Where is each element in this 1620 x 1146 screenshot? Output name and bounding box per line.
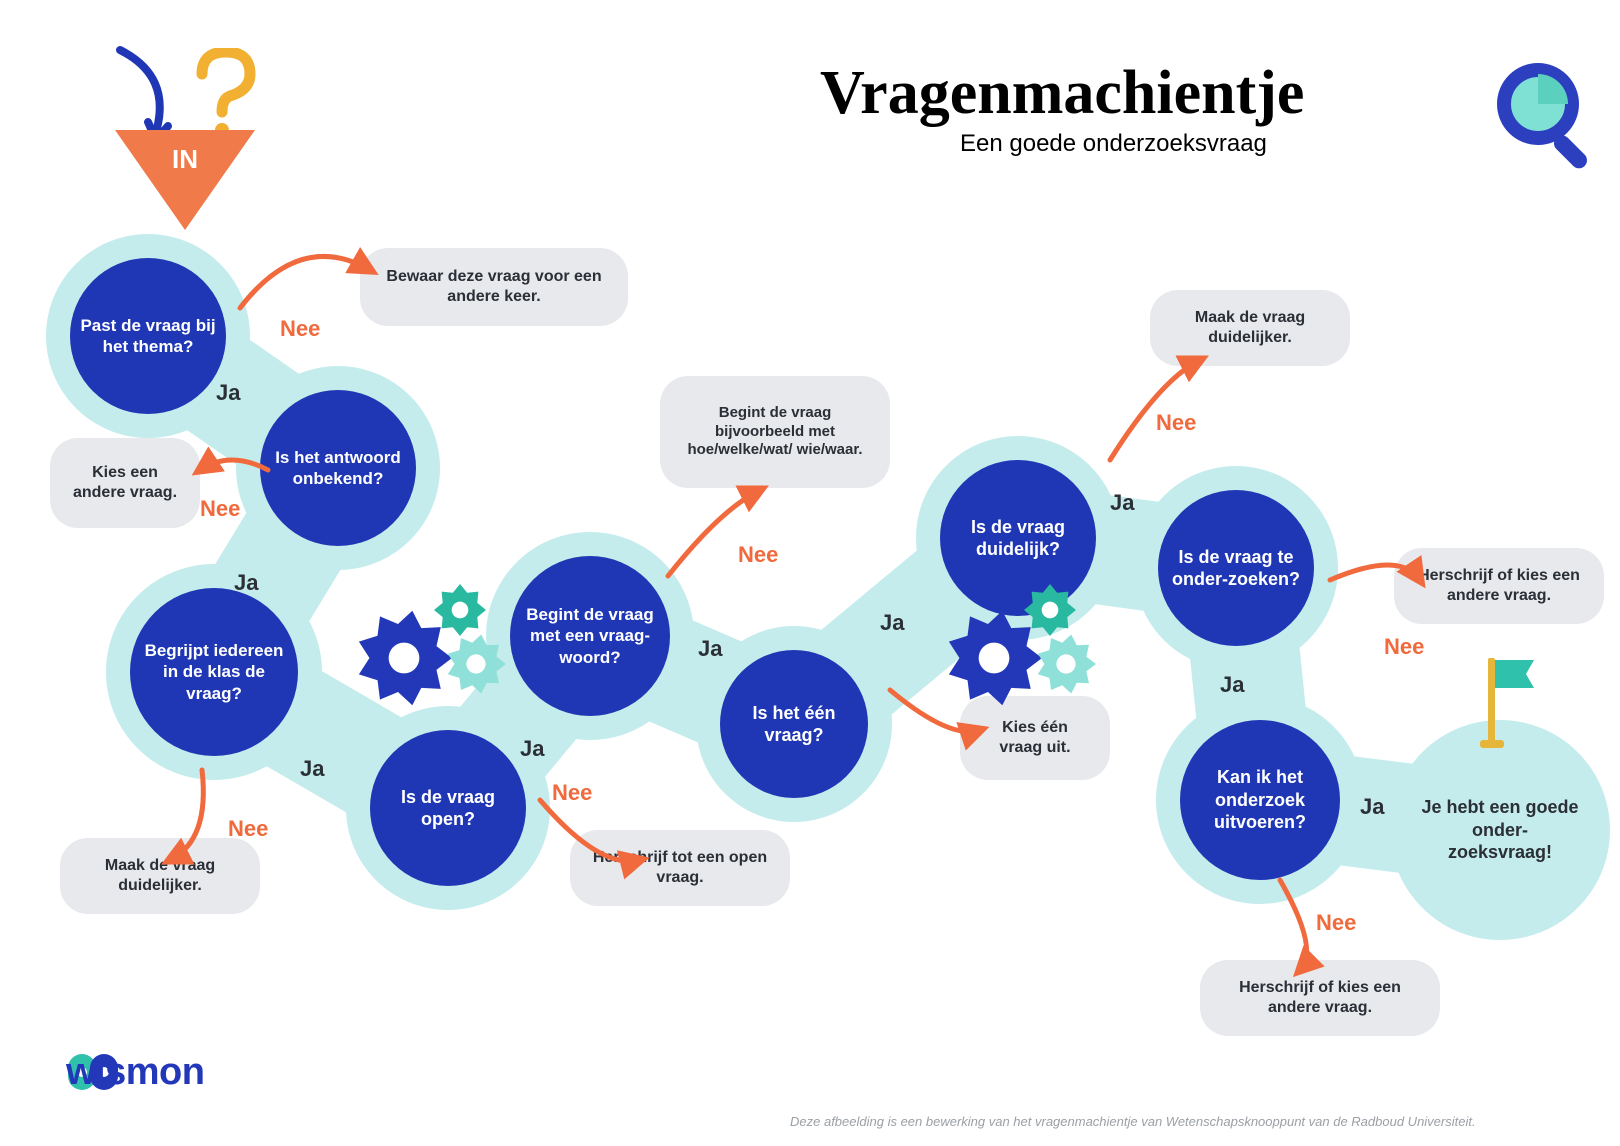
gears-icon-2 xyxy=(940,560,1120,730)
nee-label: Nee xyxy=(1384,634,1424,660)
nee-label: Nee xyxy=(228,816,268,842)
flag-icon xyxy=(1480,652,1550,752)
ja-label: Ja xyxy=(1360,794,1384,820)
nee-label: Nee xyxy=(280,316,320,342)
ja-label: Ja xyxy=(216,380,240,406)
nee-label: Nee xyxy=(738,542,778,568)
gears-icon-1 xyxy=(350,560,530,730)
ja-label: Ja xyxy=(1220,672,1244,698)
ja-label: Ja xyxy=(520,736,544,762)
nee-label: Nee xyxy=(1316,910,1356,936)
nee-label: Nee xyxy=(552,780,592,806)
diagram-canvas: VragenmachientjeEen goede onderzoeksvraa… xyxy=(0,0,1620,1146)
ja-label: Ja xyxy=(880,610,904,636)
ja-label: Ja xyxy=(1110,490,1134,516)
ja-label: Ja xyxy=(698,636,722,662)
ja-label: Ja xyxy=(300,756,324,782)
nee-label: Nee xyxy=(200,496,240,522)
nee-label: Nee xyxy=(1156,410,1196,436)
ja-label: Ja xyxy=(234,570,258,596)
